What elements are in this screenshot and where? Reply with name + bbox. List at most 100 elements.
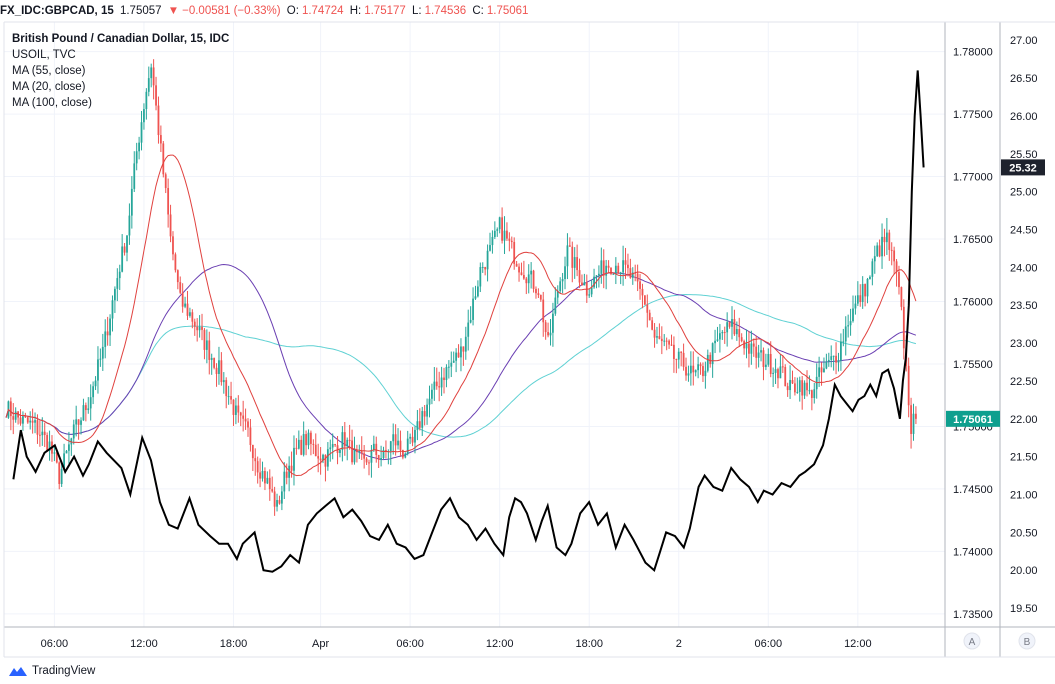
candle-body: [554, 297, 557, 314]
candle-body: [617, 265, 620, 274]
candle-body: [261, 470, 264, 479]
candle-body: [474, 296, 477, 299]
candle-body: [527, 274, 530, 284]
candle-body: [375, 443, 378, 456]
close-value: 1.75061: [486, 5, 529, 17]
candle-body: [440, 377, 443, 388]
scale-button-b: B: [1024, 637, 1031, 648]
candle-body: [247, 421, 249, 428]
low-value: 1.74536: [424, 5, 467, 17]
price-tick-label: 1.76000: [953, 297, 993, 309]
candle-body: [356, 450, 358, 453]
candle-body: [380, 458, 382, 460]
candle-body: [677, 351, 680, 360]
candle-body: [537, 293, 540, 295]
candle-body: [145, 91, 148, 110]
candle-body: [230, 396, 232, 400]
symbol-header: FX_IDC:GBPCAD, 15 1.75057 ▼ −0.00581 (−0.…: [0, 0, 1055, 22]
candle-body: [595, 275, 598, 277]
candle-body: [191, 312, 194, 322]
candle-body: [336, 445, 339, 453]
candle-body: [689, 365, 692, 374]
candle-body: [435, 381, 438, 387]
candle-body: [365, 458, 368, 463]
candle-body: [399, 440, 402, 450]
candle-body: [307, 432, 310, 446]
candle-body: [675, 358, 678, 360]
price-tick-label: 1.74000: [953, 546, 993, 558]
tradingview-brand[interactable]: TradingView: [32, 665, 96, 677]
candle-body: [46, 434, 49, 451]
legend-ma55[interactable]: MA (55, close): [12, 65, 86, 77]
candle-body: [539, 294, 542, 300]
candle-body: [329, 447, 332, 450]
candle-body: [276, 500, 278, 507]
scale-button-circle: [1018, 632, 1036, 650]
candle-body: [593, 276, 595, 288]
candle-body: [840, 341, 842, 361]
candle-body: [663, 340, 666, 342]
candle-body: [798, 380, 801, 392]
candle-body: [600, 260, 603, 274]
candle-body: [748, 343, 750, 354]
candle-body: [552, 313, 554, 333]
candle-body: [740, 337, 743, 342]
time-tick-label: 18:00: [575, 638, 603, 650]
open-label: O:: [286, 5, 299, 17]
candle-body: [184, 303, 186, 307]
candle-body: [159, 135, 162, 144]
candle-body: [426, 404, 428, 417]
candle-body: [104, 331, 107, 347]
candle-body: [101, 346, 104, 359]
candle-body: [259, 472, 261, 479]
candle-body: [479, 267, 482, 287]
candle-body: [314, 444, 317, 457]
candle-body: [12, 416, 15, 420]
candle-body: [60, 468, 63, 484]
candle-body: [414, 429, 416, 443]
candle-body: [218, 360, 220, 374]
candle-body: [893, 250, 896, 262]
candle-body: [607, 265, 610, 268]
candle-body: [418, 421, 421, 428]
candle-body: [598, 273, 600, 276]
candle-body: [14, 411, 17, 420]
candle-body: [791, 380, 794, 384]
candle-body: [58, 462, 61, 484]
candle-body: [806, 382, 808, 391]
ma20-line: [5, 154, 917, 477]
candle-body: [605, 265, 608, 276]
candle-body: [912, 413, 915, 434]
candle-body: [237, 405, 240, 413]
candle-body: [842, 341, 845, 343]
candle-body: [743, 341, 745, 349]
candle-body: [656, 336, 658, 338]
candle-body: [65, 450, 68, 454]
legend-ma20[interactable]: MA (20, close): [12, 81, 86, 93]
candle-body: [878, 245, 881, 257]
candle-body: [205, 340, 208, 350]
oil-tick-label: 22.00: [1010, 414, 1038, 426]
legend-title[interactable]: British Pound / Canadian Dollar, 15, IDC: [12, 33, 230, 45]
candle-body: [665, 340, 668, 342]
candle-body: [416, 421, 419, 430]
candle-body: [898, 271, 900, 288]
candle-body: [641, 288, 644, 296]
symbol-label[interactable]: FX_IDC:GBPCAD, 15: [0, 5, 114, 17]
tradingview-logo-icon[interactable]: [8, 665, 28, 677]
time-tick-label: 12:00: [486, 638, 514, 650]
legend-ma100[interactable]: MA (100, close): [12, 97, 92, 109]
candle-body: [310, 432, 312, 444]
candle-body: [469, 319, 472, 323]
candle-body: [854, 303, 857, 309]
candle-body: [624, 260, 627, 265]
candle-body: [784, 366, 787, 387]
candle-body: [201, 326, 203, 330]
oil-tick-label: 19.50: [1010, 603, 1038, 615]
legend-usoil[interactable]: USOIL, TVC: [12, 49, 76, 61]
candle-body: [401, 449, 404, 458]
candle-body: [619, 272, 622, 274]
chart-legend: British Pound / Canadian Dollar, 15, IDC…: [12, 31, 229, 111]
candle-body: [699, 364, 702, 367]
